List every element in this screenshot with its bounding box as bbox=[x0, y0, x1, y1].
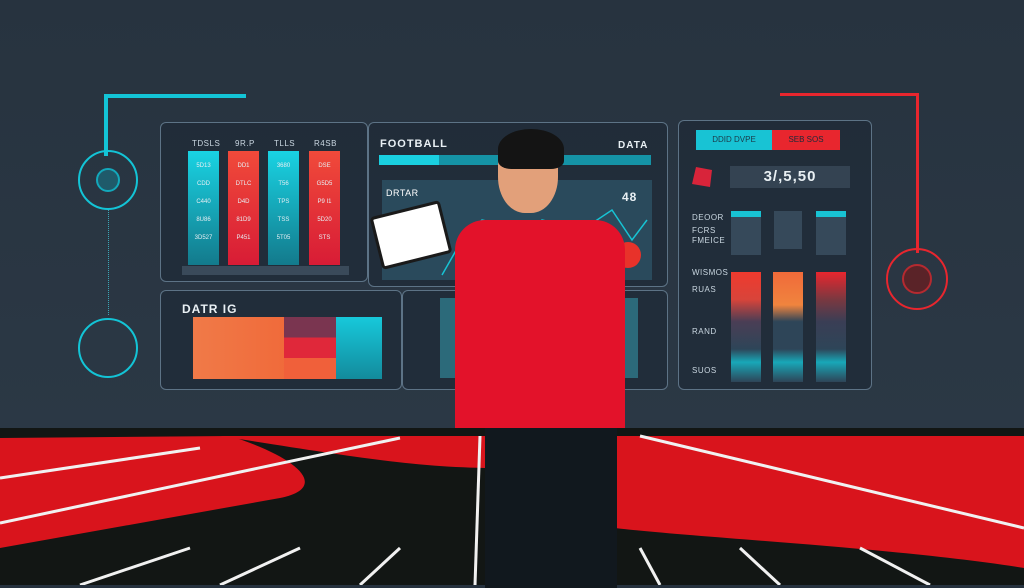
stat-column: DSE G5D5 P9 I1 5D20 STS bbox=[309, 151, 340, 265]
heat-col bbox=[731, 272, 761, 382]
row-label: WISMOS bbox=[692, 268, 729, 277]
mini-col bbox=[731, 211, 761, 255]
cyan-connector bbox=[104, 94, 108, 156]
row-label: RUAS bbox=[692, 285, 717, 294]
heat-col bbox=[816, 272, 846, 382]
target-ring-icon bbox=[886, 248, 948, 310]
mini-col bbox=[816, 211, 846, 255]
row-label: FCRS bbox=[692, 226, 716, 235]
stat-column: 3680 T56 TPS TSS 5T05 bbox=[268, 151, 299, 265]
chart-value: 48 bbox=[622, 190, 638, 204]
col-header: R4SB bbox=[314, 139, 337, 148]
panel-title: DATR IG bbox=[182, 302, 238, 316]
col-header: TDSLS bbox=[192, 139, 221, 148]
field-markings bbox=[0, 434, 1024, 585]
chart-label: DRTAR bbox=[386, 188, 419, 198]
red-connector bbox=[916, 93, 919, 253]
row-label: RAND bbox=[692, 327, 717, 336]
coach-pants bbox=[485, 428, 617, 588]
tab-cyan[interactable]: DDID DVPE bbox=[696, 130, 772, 150]
mini-col bbox=[774, 211, 802, 249]
row-label: FMEICE bbox=[692, 236, 726, 245]
stat-column: 5D13 CDD C440 8U86 3D527 bbox=[188, 151, 219, 265]
coach-hair bbox=[498, 129, 564, 169]
panel-title-right: DATA bbox=[618, 140, 649, 151]
grid-col bbox=[284, 317, 336, 379]
row-label: SUOS bbox=[692, 366, 717, 375]
team-logo-icon bbox=[692, 167, 712, 187]
heat-col bbox=[773, 272, 803, 382]
col-header: TLLS bbox=[274, 139, 296, 148]
cyan-connector bbox=[104, 94, 246, 98]
target-ring-icon bbox=[78, 150, 138, 210]
grid-col bbox=[336, 317, 382, 379]
target-ring-icon bbox=[96, 168, 120, 192]
coach-figure bbox=[440, 125, 630, 588]
dotted-line bbox=[108, 210, 110, 315]
tab-red[interactable]: SEB SOS bbox=[772, 130, 840, 150]
score-display: 3/,5,50 bbox=[730, 166, 850, 188]
coach-shirt bbox=[455, 220, 625, 428]
target-ring-icon bbox=[902, 264, 932, 294]
red-connector bbox=[780, 93, 918, 96]
user-ring-icon bbox=[78, 318, 138, 378]
column-footer-bar bbox=[182, 266, 349, 275]
col-header: 9R.P bbox=[235, 139, 255, 148]
stat-column: DD1 DTLC D4D 81D9 P451 bbox=[228, 151, 259, 265]
row-label: DEOOR bbox=[692, 213, 724, 222]
panel-title: FOOTBALL bbox=[380, 138, 448, 150]
